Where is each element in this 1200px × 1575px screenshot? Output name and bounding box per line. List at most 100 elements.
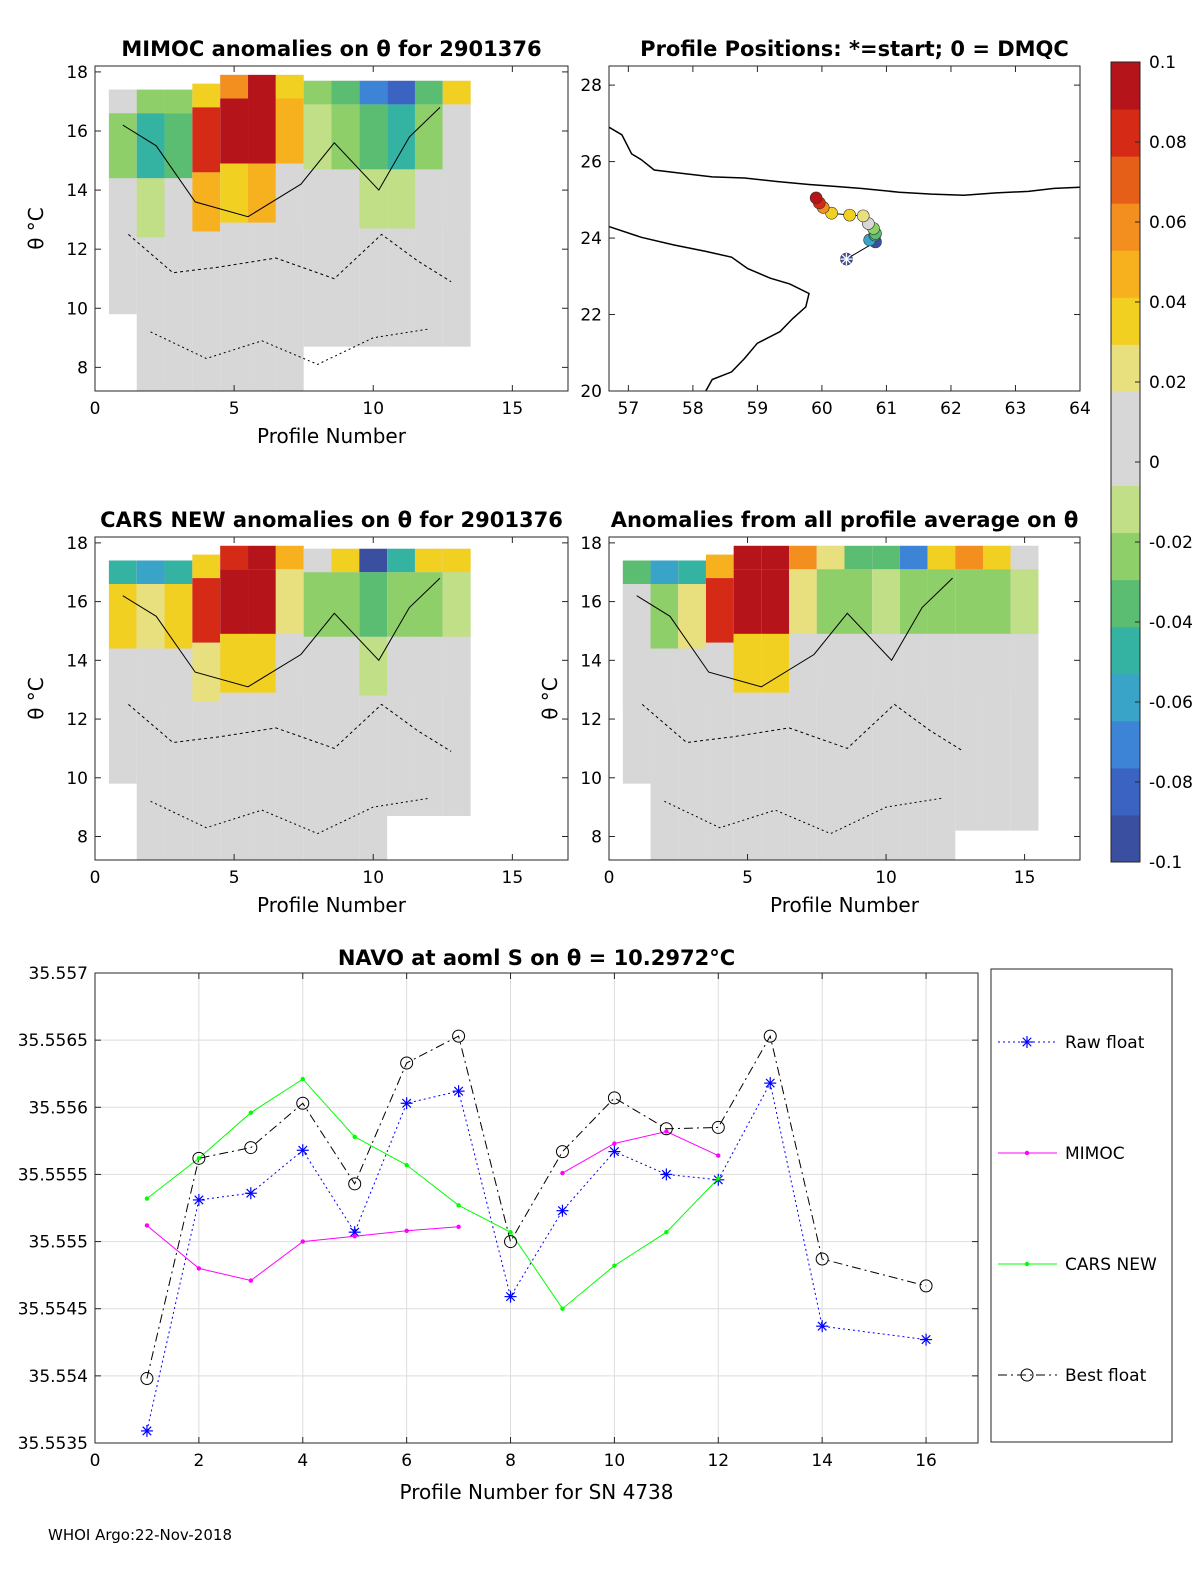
heatmap-cell (1010, 633, 1039, 693)
panel-title: Profile Positions: *=start; 0 = DMQC (640, 37, 1069, 61)
heatmap-cell (275, 163, 304, 223)
heatmap-cell (872, 633, 900, 693)
heatmap-cell (622, 648, 651, 708)
heatmap-cell (442, 548, 471, 573)
heatmap-cell (220, 98, 249, 164)
contour-line (128, 233, 452, 283)
x-tick-label: 8 (505, 1451, 516, 1471)
x-tick-label: 0 (90, 1451, 101, 1471)
data-point-marker (401, 1098, 412, 1108)
y-tick-label: 12 (580, 710, 602, 730)
y-tick-label: 16 (66, 593, 88, 613)
x-tick-label: 10 (362, 399, 384, 419)
contour-line (636, 577, 953, 688)
x-tick-label: 5 (229, 399, 240, 419)
y-tick-label: 24 (580, 229, 602, 249)
x-tick-label: 60 (811, 399, 833, 419)
heatmap-cell (331, 572, 360, 637)
colorbar-segment (1111, 250, 1140, 298)
heatmap-cell (164, 178, 193, 238)
colorbar-segment (1111, 767, 1140, 816)
heatmap-cell (414, 80, 443, 105)
colorbar-tick-label: 0.08 (1149, 133, 1187, 153)
heatmap-cell (108, 583, 137, 649)
heatmap-cell (331, 104, 360, 170)
data-point-marker (1024, 1150, 1030, 1156)
axes-frame (94, 536, 569, 861)
data-point-marker (919, 1279, 933, 1293)
heatmap-cell (248, 633, 276, 693)
heatmap-cell (678, 583, 706, 649)
y-tick-label: 35.5545 (18, 1300, 88, 1320)
profile-position-marker (843, 208, 856, 222)
heatmap-cell (414, 169, 443, 229)
data-point-marker (296, 1096, 310, 1110)
x-tick-label: 14 (811, 1451, 833, 1471)
data-point-marker (716, 1176, 721, 1181)
panel-title: MIMOC anomalies on θ for 2901376 (121, 37, 541, 61)
legend-label: MIMOC (1065, 1144, 1125, 1164)
x-tick-label: 62 (940, 399, 962, 419)
y-tick-label: 16 (66, 122, 88, 142)
colorbar-segment (1111, 109, 1140, 157)
data-point-marker (815, 1252, 829, 1266)
heatmap-cell (899, 569, 928, 634)
heatmap-cell (248, 74, 276, 99)
x-tick-label: 63 (1005, 399, 1027, 419)
data-point-marker (456, 1203, 461, 1208)
data-point-marker (352, 1134, 357, 1140)
heatmap-cell (164, 113, 193, 179)
panel-title: NAVO at aoml S on θ = 10.2972°C (338, 946, 735, 970)
heatmap-cell (442, 80, 471, 105)
heatmap-cell (220, 633, 249, 693)
colorbar-segment (1111, 156, 1140, 204)
heatmap-cell (275, 569, 304, 634)
contour-line (641, 703, 964, 752)
data-point-marker (555, 1145, 569, 1159)
axes-frame (94, 65, 569, 392)
y-tick-label: 20 (580, 382, 602, 402)
x-tick-label: 10 (875, 868, 897, 888)
axes-frame (608, 536, 1081, 861)
x-tick-label: 2 (193, 1451, 204, 1471)
x-tick-label: 10 (362, 868, 384, 888)
colorbar-tick-label: 0.04 (1149, 293, 1187, 313)
heatmap-cell (275, 633, 304, 693)
heatmap-cell (789, 569, 817, 634)
colorbar-segment (1111, 814, 1140, 863)
heatmap-cell (108, 113, 137, 179)
start-asterisk-stroke (841, 254, 852, 264)
y-tick-label: 35.555 (29, 1233, 88, 1253)
data-point-marker (508, 1229, 513, 1235)
heatmap-cell (248, 98, 276, 164)
y-tick-label: 35.5565 (18, 1031, 88, 1051)
data-point-marker (246, 1188, 256, 1198)
heatmap-cell (136, 178, 165, 238)
series-line (146, 1081, 927, 1432)
y-tick-label: 8 (591, 828, 602, 848)
heatmap-cell (303, 636, 332, 696)
heatmap-cell (303, 572, 332, 637)
heatmap-cells (108, 545, 471, 860)
heatmap-cell (705, 578, 734, 643)
heatmap-cell (220, 163, 249, 223)
data-point-marker (194, 1195, 204, 1205)
y-tick-label: 28 (580, 76, 602, 96)
colorbar-segment (1111, 720, 1140, 769)
heatmap-cell (192, 578, 221, 643)
panel-title: Anomalies from all profile average on θ (611, 508, 1079, 532)
heatmap-cell (303, 169, 332, 229)
heatmap-cell (705, 642, 734, 702)
data-point-marker (664, 1129, 669, 1134)
data-point-marker (1020, 1368, 1034, 1382)
data-point-marker (612, 1141, 617, 1146)
data-point-marker (716, 1153, 721, 1158)
y-tick-label: 35.5555 (18, 1165, 88, 1185)
heatmap-cell (1010, 545, 1039, 570)
heatmap-cells (108, 74, 471, 392)
y-tick-label: 26 (580, 153, 602, 173)
heatmap-cell (983, 545, 1011, 570)
heatmap-cell (678, 648, 706, 708)
colorbar-tick-label: -0.08 (1149, 773, 1193, 793)
